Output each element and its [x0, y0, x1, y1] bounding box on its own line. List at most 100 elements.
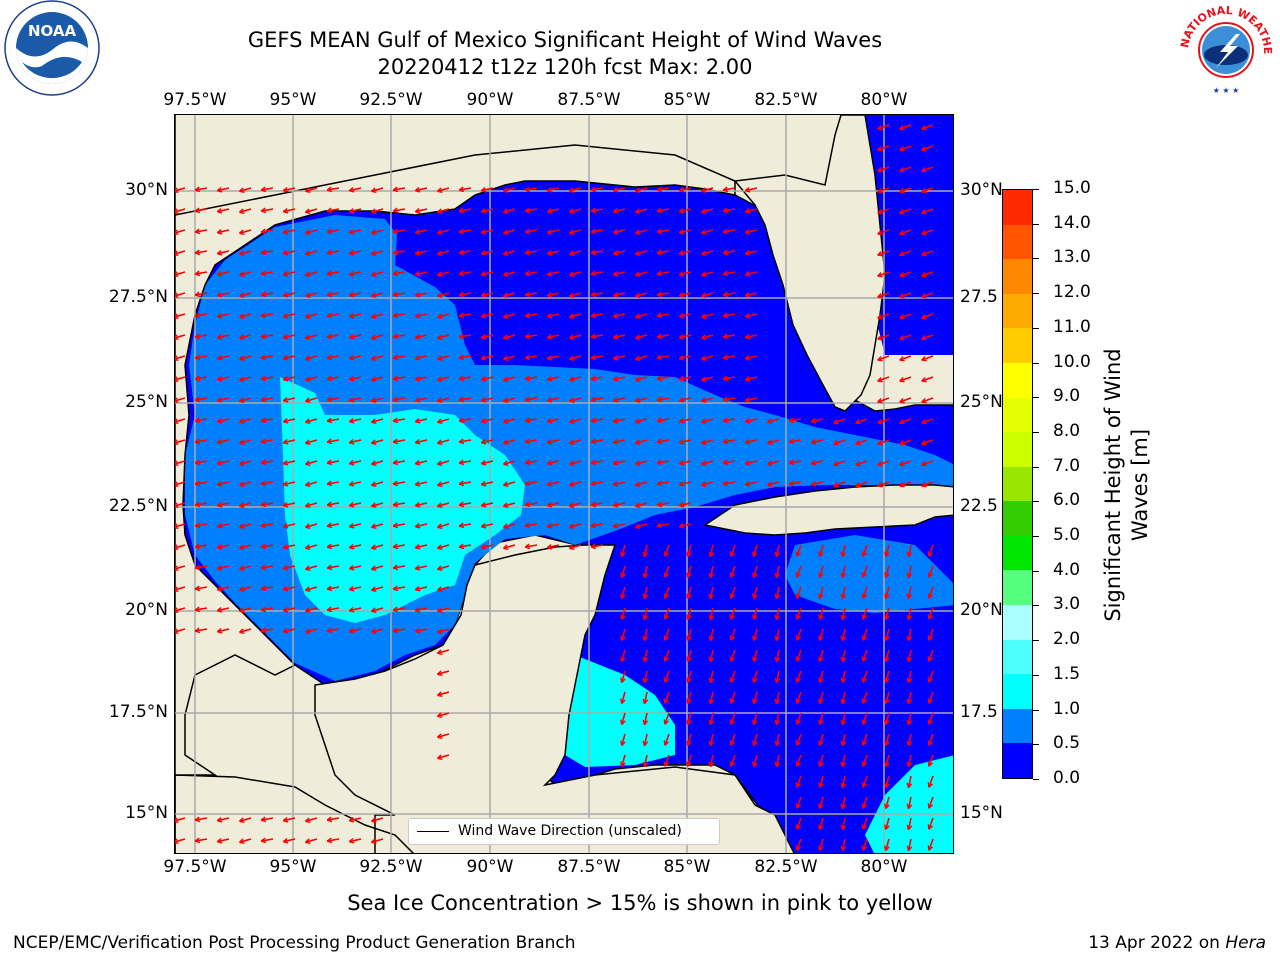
wave-direction-arrowhead	[282, 270, 289, 277]
wave-direction-arrowhead	[260, 585, 267, 592]
wave-direction-arrowhead	[855, 460, 861, 467]
wave-direction-arrow	[261, 628, 274, 632]
colorbar-label-line2: Waves [m]	[1128, 428, 1152, 542]
wave-direction-arrowhead	[216, 480, 223, 487]
wave-direction-arrow	[371, 250, 384, 256]
wave-direction-arrowhead	[414, 207, 421, 214]
wave-direction-arrowhead	[612, 501, 619, 508]
wave-direction-arrow	[635, 355, 648, 361]
wave-direction-arrow	[371, 187, 384, 193]
wave-direction-arrow	[547, 313, 560, 318]
wave-direction-arrowhead	[392, 501, 399, 508]
wave-direction-arrow	[855, 460, 868, 466]
wave-direction-arrow	[239, 250, 252, 256]
wave-direction-arrowhead	[370, 313, 377, 319]
wave-direction-arrowhead	[175, 523, 179, 529]
wave-direction-arrow	[217, 460, 230, 465]
wave-direction-arrow	[796, 817, 802, 830]
wave-direction-arrow	[349, 565, 362, 570]
wave-direction-arrowhead	[722, 459, 729, 466]
wave-direction-arrow	[327, 565, 340, 569]
wave-direction-arrowhead	[326, 438, 333, 445]
wave-direction-arrowhead	[590, 354, 597, 361]
wave-direction-arrowhead	[700, 376, 707, 382]
wave-direction-arrowhead	[729, 593, 736, 599]
wave-direction-arrowhead	[663, 761, 670, 767]
wave-direction-arrow	[437, 313, 450, 319]
wave-direction-arrowhead	[795, 824, 802, 830]
wave-direction-arrow	[723, 334, 736, 338]
wave-direction-arrow	[591, 208, 604, 212]
wave-direction-arrow	[723, 271, 736, 275]
wave-direction-arrowhead	[304, 292, 311, 298]
wave-direction-arrow	[884, 796, 890, 809]
wave-direction-arrow	[686, 670, 692, 683]
wave-direction-arrow	[261, 229, 274, 233]
wave-direction-arrow	[569, 544, 582, 550]
colorbar-tick-label: 2.0	[1053, 629, 1081, 650]
wave-direction-arrow	[613, 229, 626, 234]
wave-direction-arrow	[613, 334, 626, 339]
wave-direction-arrow	[547, 397, 560, 402]
wave-direction-arrowhead	[752, 593, 758, 600]
wave-direction-arrow	[928, 607, 934, 620]
wave-direction-arrow	[620, 733, 626, 746]
wave-direction-arrow	[371, 376, 384, 382]
wave-direction-arrow	[613, 313, 626, 318]
wave-direction-arrow	[393, 628, 406, 632]
wave-direction-arrow	[525, 271, 538, 275]
wave-direction-arrow	[305, 544, 318, 550]
wave-direction-arrow	[591, 523, 604, 527]
wave-direction-arrowhead	[678, 438, 685, 445]
colorbar-tick-mark	[1033, 674, 1039, 676]
wave-direction-arrow	[775, 586, 780, 599]
wave-direction-arrowhead	[899, 439, 905, 446]
wave-direction-arrow	[393, 607, 406, 611]
wave-direction-arrow	[239, 187, 252, 193]
wave-direction-arrow	[175, 418, 186, 423]
wave-direction-arrow	[643, 733, 648, 746]
wave-direction-arrowhead	[877, 418, 883, 425]
wave-direction-arrowhead	[818, 782, 824, 789]
wave-direction-arrow	[459, 187, 472, 191]
wave-direction-arrow	[437, 670, 450, 676]
wave-direction-arrowhead	[194, 837, 201, 844]
wave-direction-arrowhead	[774, 614, 781, 621]
wave-direction-arrowhead	[766, 418, 773, 424]
wave-direction-arrowhead	[752, 698, 758, 705]
wave-direction-arrowhead	[708, 677, 715, 684]
wave-direction-arrowhead	[921, 145, 927, 152]
wave-direction-arrow	[525, 250, 538, 254]
wave-direction-arrow	[437, 397, 450, 403]
wave-direction-arrow	[415, 292, 428, 297]
wave-direction-arrowhead	[414, 627, 421, 634]
wave-direction-arrow	[679, 250, 692, 255]
wave-direction-arrowhead	[620, 698, 626, 705]
wave-direction-arrow	[371, 439, 384, 445]
wave-direction-arrow	[415, 460, 428, 465]
wave-direction-arrowhead	[546, 186, 553, 193]
wave-direction-arrow	[686, 754, 692, 767]
wave-direction-arrow	[525, 397, 538, 401]
wave-direction-arrow	[613, 376, 626, 381]
wave-direction-arrowhead	[877, 355, 883, 362]
wave-direction-arrowhead	[282, 333, 289, 340]
wave-direction-arrow	[175, 481, 186, 486]
wave-direction-arrow	[921, 187, 934, 193]
wave-direction-arrow	[195, 187, 208, 191]
wave-direction-arrowhead	[260, 291, 267, 298]
wave-direction-arrow	[796, 586, 802, 599]
wave-direction-arrow	[283, 838, 296, 843]
wave-direction-arrow	[503, 355, 516, 361]
wave-direction-arrowhead	[348, 312, 355, 319]
wave-direction-arrowhead	[921, 355, 927, 362]
wave-direction-arrowhead	[392, 207, 399, 214]
wave-direction-arrow	[261, 355, 274, 359]
wave-direction-arrow	[261, 187, 274, 191]
wave-direction-arrow	[928, 754, 934, 767]
wave-direction-arrowhead	[370, 502, 377, 508]
wave-direction-arrowhead	[877, 124, 883, 131]
wave-direction-arrow	[752, 628, 758, 641]
wave-direction-arrowhead	[348, 207, 355, 214]
wave-direction-arrowhead	[906, 677, 913, 684]
